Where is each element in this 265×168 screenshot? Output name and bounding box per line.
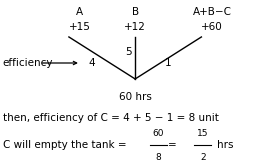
Text: A: A bbox=[76, 7, 83, 17]
Text: +60: +60 bbox=[201, 22, 223, 32]
Text: A+B−C: A+B−C bbox=[192, 7, 232, 17]
Text: 2: 2 bbox=[200, 153, 206, 162]
Text: 60: 60 bbox=[153, 129, 164, 138]
Text: efficiency: efficiency bbox=[3, 58, 53, 68]
Text: +15: +15 bbox=[69, 22, 90, 32]
Text: 4: 4 bbox=[88, 58, 95, 68]
Text: 5: 5 bbox=[125, 47, 132, 57]
Text: +12: +12 bbox=[124, 22, 146, 32]
Text: B: B bbox=[132, 7, 139, 17]
Text: 8: 8 bbox=[156, 153, 161, 162]
Text: =: = bbox=[168, 140, 177, 150]
Text: C will empty the tank =: C will empty the tank = bbox=[3, 140, 130, 150]
Text: then, efficiency of C = 4 + 5 − 1 = 8 unit: then, efficiency of C = 4 + 5 − 1 = 8 un… bbox=[3, 113, 219, 123]
Text: 15: 15 bbox=[197, 129, 209, 138]
Text: 1: 1 bbox=[165, 58, 172, 68]
Text: 60 hrs: 60 hrs bbox=[119, 92, 152, 102]
Text: hrs: hrs bbox=[217, 140, 234, 150]
